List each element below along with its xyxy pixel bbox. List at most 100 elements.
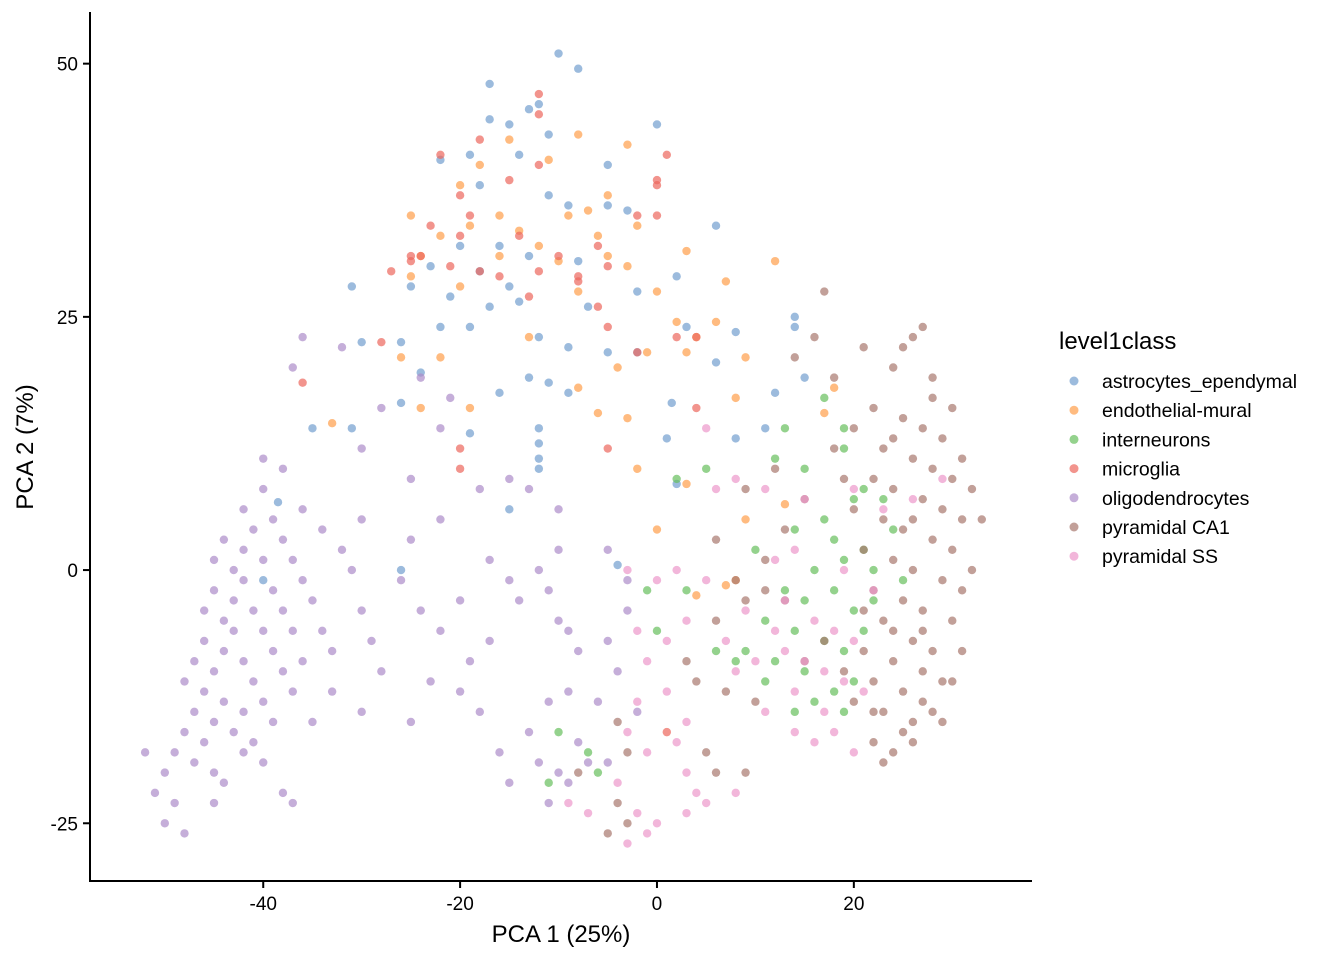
point-astrocytes-ependymal [564, 201, 573, 210]
point-microglia [603, 322, 612, 332]
point-astrocytes-ependymal [672, 272, 681, 281]
point-endothelial-mural [593, 231, 603, 241]
point-oligodendrocytes [209, 555, 219, 565]
point-oligodendrocytes [278, 788, 288, 798]
point-pyramidal-ss [633, 626, 642, 636]
point-pyramidal-ss [810, 616, 819, 625]
point-microglia [534, 160, 544, 170]
point-pyramidal-ca1 [770, 464, 780, 473]
point-oligodendrocytes [564, 626, 573, 636]
point-pyramidal-ss [701, 424, 711, 433]
point-pyramidal-ca1 [820, 636, 829, 646]
point-oligodendrocytes [554, 616, 563, 625]
legend-item: endothelial-mural [1069, 400, 1252, 422]
legend-item: astrocytes_ependymal [1069, 371, 1297, 393]
point-pyramidal-ss [770, 555, 780, 565]
point-microglia [574, 272, 583, 281]
point-oligodendrocytes [416, 373, 425, 382]
point-oligodendrocytes [318, 626, 327, 636]
point-microglia [455, 231, 465, 241]
point-pyramidal-ss [820, 707, 829, 717]
point-microglia [603, 444, 612, 453]
x-ticks: -40 -20 0 20 [250, 881, 864, 915]
point-oligodendrocytes [268, 515, 278, 524]
legend-item: oligodendrocytes [1069, 488, 1250, 510]
point-astrocytes-ependymal [357, 337, 366, 347]
point-astrocytes-ependymal [770, 388, 780, 398]
point-astrocytes-ependymal [436, 322, 445, 332]
point-oligodendrocytes [199, 738, 209, 747]
point-endothelial-mural [416, 403, 425, 413]
point-oligodendrocytes [623, 575, 632, 585]
point-endothelial-mural [396, 353, 406, 362]
legend-label: microglia [1102, 459, 1180, 481]
point-pyramidal-ca1 [938, 575, 947, 585]
point-oligodendrocytes [455, 687, 465, 696]
point-pyramidal-ss [652, 819, 662, 828]
point-astrocytes-ependymal [396, 398, 406, 408]
point-pyramidal-ca1 [918, 322, 927, 332]
point-oligodendrocytes [524, 727, 534, 737]
point-pyramidal-ca1 [928, 707, 937, 717]
point-pyramidal-ss [682, 616, 691, 625]
point-interneurons [869, 565, 878, 575]
point-pyramidal-ca1 [879, 707, 888, 717]
point-oligodendrocytes [229, 727, 238, 737]
point-oligodendrocytes [209, 667, 219, 676]
point-oligodendrocytes [347, 565, 357, 575]
point-pyramidal-ca1 [898, 343, 908, 352]
point-pyramidal-ca1 [928, 646, 937, 656]
point-astrocytes-ependymal [524, 251, 534, 261]
point-interneurons [652, 626, 662, 636]
point-pyramidal-ca1 [731, 575, 740, 585]
point-astrocytes-ependymal [761, 424, 770, 433]
point-pyramidal-ca1 [928, 535, 937, 544]
point-pyramidal-ca1 [948, 545, 957, 555]
point-pyramidal-ca1 [820, 287, 829, 296]
point-astrocytes-ependymal [524, 373, 534, 382]
point-pyramidal-ca1 [957, 515, 967, 524]
point-endothelial-mural [731, 393, 740, 403]
point-interneurons [701, 464, 711, 473]
point-pyramidal-ca1 [918, 667, 927, 676]
point-pyramidal-ss [869, 586, 878, 595]
point-pyramidal-ss [721, 636, 731, 646]
point-interneurons [889, 525, 898, 534]
point-oligodendrocytes [436, 626, 445, 636]
point-oligodendrocytes [544, 697, 553, 706]
point-pyramidal-ca1 [938, 677, 947, 686]
point-oligodendrocytes [554, 545, 563, 555]
point-endothelial-mural [524, 332, 534, 342]
point-microglia [387, 267, 396, 276]
point-interneurons [820, 393, 829, 403]
x-tick-label: 20 [843, 894, 864, 915]
point-pyramidal-ca1 [879, 616, 888, 625]
point-astrocytes-ependymal [455, 241, 465, 251]
point-oligodendrocytes [396, 575, 406, 585]
point-pyramidal-ss [642, 748, 652, 757]
point-microglia [436, 150, 445, 160]
point-microglia [633, 211, 642, 220]
point-pyramidal-ca1 [957, 454, 967, 463]
point-oligodendrocytes [406, 535, 416, 544]
point-oligodendrocytes [298, 505, 307, 514]
point-endothelial-mural [672, 317, 681, 327]
point-interneurons [810, 565, 819, 575]
point-microglia [455, 464, 465, 473]
point-astrocytes-ependymal [505, 120, 514, 129]
point-pyramidal-ca1 [898, 413, 908, 423]
point-oligodendrocytes [406, 717, 416, 727]
point-interneurons [741, 646, 750, 656]
point-pyramidal-ss [731, 474, 740, 484]
point-pyramidal-ss [800, 494, 809, 504]
point-astrocytes-ependymal [485, 302, 494, 311]
point-endothelial-mural [495, 211, 504, 220]
point-oligodendrocytes [357, 515, 366, 524]
point-astrocytes-ependymal [485, 115, 494, 124]
point-endothelial-mural [475, 160, 484, 170]
point-pyramidal-ss [682, 768, 691, 777]
point-pyramidal-ca1 [879, 758, 888, 767]
legend-label: oligodendrocytes [1102, 488, 1250, 510]
point-astrocytes-ependymal [347, 282, 357, 291]
x-axis-label: PCA 1 (25%) [492, 921, 631, 948]
